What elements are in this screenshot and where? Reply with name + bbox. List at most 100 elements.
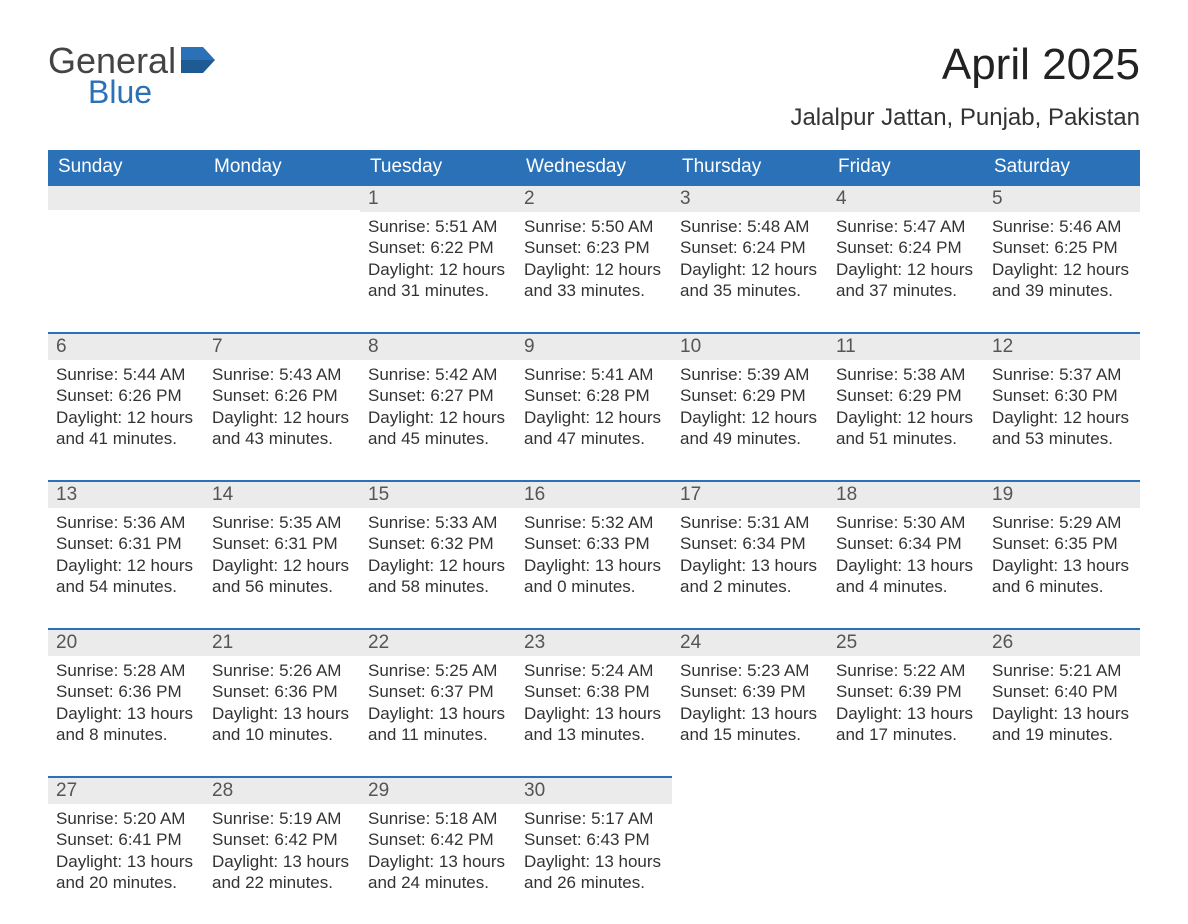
day-sr: Sunrise: 5:23 AM xyxy=(680,660,820,681)
day-details: Sunrise: 5:24 AMSunset: 6:38 PMDaylight:… xyxy=(516,656,672,745)
calendar-week: 6Sunrise: 5:44 AMSunset: 6:26 PMDaylight… xyxy=(48,332,1140,480)
day-d2: and 13 minutes. xyxy=(524,724,664,745)
day-d2: and 45 minutes. xyxy=(368,428,508,449)
day-number: 5 xyxy=(984,184,1140,212)
day-d1: Daylight: 13 hours xyxy=(368,851,508,872)
day-d2: and 11 minutes. xyxy=(368,724,508,745)
day-d1: Daylight: 12 hours xyxy=(212,407,352,428)
calendar-cell xyxy=(828,776,984,924)
day-number: 8 xyxy=(360,332,516,360)
calendar-cell: 1Sunrise: 5:51 AMSunset: 6:22 PMDaylight… xyxy=(360,184,516,332)
day-details: Sunrise: 5:23 AMSunset: 6:39 PMDaylight:… xyxy=(672,656,828,745)
day-details: Sunrise: 5:28 AMSunset: 6:36 PMDaylight:… xyxy=(48,656,204,745)
month-title: April 2025 xyxy=(790,40,1140,90)
day-ss: Sunset: 6:31 PM xyxy=(56,533,196,554)
day-d1: Daylight: 12 hours xyxy=(368,407,508,428)
day-number: 2 xyxy=(516,184,672,212)
calendar-cell xyxy=(672,776,828,924)
day-sr: Sunrise: 5:26 AM xyxy=(212,660,352,681)
calendar-cell xyxy=(48,184,204,332)
day-details: Sunrise: 5:20 AMSunset: 6:41 PMDaylight:… xyxy=(48,804,204,893)
calendar-cell: 7Sunrise: 5:43 AMSunset: 6:26 PMDaylight… xyxy=(204,332,360,480)
day-sr: Sunrise: 5:48 AM xyxy=(680,216,820,237)
day-sr: Sunrise: 5:47 AM xyxy=(836,216,976,237)
day-sr: Sunrise: 5:35 AM xyxy=(212,512,352,533)
day-d2: and 37 minutes. xyxy=(836,280,976,301)
day-sr: Sunrise: 5:50 AM xyxy=(524,216,664,237)
day-d1: Daylight: 13 hours xyxy=(56,703,196,724)
day-number: 21 xyxy=(204,628,360,656)
day-sr: Sunrise: 5:17 AM xyxy=(524,808,664,829)
day-ss: Sunset: 6:29 PM xyxy=(680,385,820,406)
day-d1: Daylight: 13 hours xyxy=(524,851,664,872)
day-number: 16 xyxy=(516,480,672,508)
weekday-header: Sunday xyxy=(48,150,204,184)
calendar-cell xyxy=(204,184,360,332)
day-sr: Sunrise: 5:31 AM xyxy=(680,512,820,533)
day-sr: Sunrise: 5:29 AM xyxy=(992,512,1132,533)
calendar-cell: 12Sunrise: 5:37 AMSunset: 6:30 PMDayligh… xyxy=(984,332,1140,480)
day-ss: Sunset: 6:25 PM xyxy=(992,237,1132,258)
day-d1: Daylight: 12 hours xyxy=(56,407,196,428)
day-number: 22 xyxy=(360,628,516,656)
calendar-cell: 20Sunrise: 5:28 AMSunset: 6:36 PMDayligh… xyxy=(48,628,204,776)
brand-logo: General Blue xyxy=(48,40,215,111)
day-number: 17 xyxy=(672,480,828,508)
day-sr: Sunrise: 5:42 AM xyxy=(368,364,508,385)
day-details: Sunrise: 5:51 AMSunset: 6:22 PMDaylight:… xyxy=(360,212,516,301)
day-details: Sunrise: 5:35 AMSunset: 6:31 PMDaylight:… xyxy=(204,508,360,597)
calendar-cell: 6Sunrise: 5:44 AMSunset: 6:26 PMDaylight… xyxy=(48,332,204,480)
day-sr: Sunrise: 5:51 AM xyxy=(368,216,508,237)
day-ss: Sunset: 6:27 PM xyxy=(368,385,508,406)
day-details: Sunrise: 5:42 AMSunset: 6:27 PMDaylight:… xyxy=(360,360,516,449)
day-details: Sunrise: 5:31 AMSunset: 6:34 PMDaylight:… xyxy=(672,508,828,597)
day-details: Sunrise: 5:25 AMSunset: 6:37 PMDaylight:… xyxy=(360,656,516,745)
day-number: 6 xyxy=(48,332,204,360)
day-sr: Sunrise: 5:21 AM xyxy=(992,660,1132,681)
day-ss: Sunset: 6:39 PM xyxy=(836,681,976,702)
day-number: 27 xyxy=(48,776,204,804)
day-number: 15 xyxy=(360,480,516,508)
day-ss: Sunset: 6:26 PM xyxy=(212,385,352,406)
day-d1: Daylight: 12 hours xyxy=(368,259,508,280)
day-d2: and 20 minutes. xyxy=(56,872,196,893)
day-number: 11 xyxy=(828,332,984,360)
day-number: 7 xyxy=(204,332,360,360)
day-number: 10 xyxy=(672,332,828,360)
day-d2: and 39 minutes. xyxy=(992,280,1132,301)
day-d2: and 47 minutes. xyxy=(524,428,664,449)
calendar-cell: 16Sunrise: 5:32 AMSunset: 6:33 PMDayligh… xyxy=(516,480,672,628)
day-d2: and 26 minutes. xyxy=(524,872,664,893)
day-ss: Sunset: 6:39 PM xyxy=(680,681,820,702)
day-d1: Daylight: 13 hours xyxy=(212,851,352,872)
calendar-cell: 27Sunrise: 5:20 AMSunset: 6:41 PMDayligh… xyxy=(48,776,204,924)
day-sr: Sunrise: 5:46 AM xyxy=(992,216,1132,237)
day-details: Sunrise: 5:37 AMSunset: 6:30 PMDaylight:… xyxy=(984,360,1140,449)
day-ss: Sunset: 6:36 PM xyxy=(56,681,196,702)
day-details: Sunrise: 5:43 AMSunset: 6:26 PMDaylight:… xyxy=(204,360,360,449)
day-ss: Sunset: 6:37 PM xyxy=(368,681,508,702)
day-d1: Daylight: 12 hours xyxy=(212,555,352,576)
day-number: 23 xyxy=(516,628,672,656)
title-block: April 2025 Jalalpur Jattan, Punjab, Paki… xyxy=(790,40,1140,132)
day-d2: and 33 minutes. xyxy=(524,280,664,301)
day-ss: Sunset: 6:35 PM xyxy=(992,533,1132,554)
day-d2: and 8 minutes. xyxy=(56,724,196,745)
day-sr: Sunrise: 5:22 AM xyxy=(836,660,976,681)
day-d1: Daylight: 13 hours xyxy=(992,555,1132,576)
weekday-header: Thursday xyxy=(672,150,828,184)
day-d2: and 35 minutes. xyxy=(680,280,820,301)
calendar-cell: 19Sunrise: 5:29 AMSunset: 6:35 PMDayligh… xyxy=(984,480,1140,628)
day-sr: Sunrise: 5:38 AM xyxy=(836,364,976,385)
calendar-cell: 8Sunrise: 5:42 AMSunset: 6:27 PMDaylight… xyxy=(360,332,516,480)
calendar-week: 1Sunrise: 5:51 AMSunset: 6:22 PMDaylight… xyxy=(48,184,1140,332)
day-ss: Sunset: 6:42 PM xyxy=(368,829,508,850)
day-sr: Sunrise: 5:18 AM xyxy=(368,808,508,829)
day-d2: and 4 minutes. xyxy=(836,576,976,597)
day-sr: Sunrise: 5:44 AM xyxy=(56,364,196,385)
calendar-body: 1Sunrise: 5:51 AMSunset: 6:22 PMDaylight… xyxy=(48,184,1140,924)
calendar-cell: 28Sunrise: 5:19 AMSunset: 6:42 PMDayligh… xyxy=(204,776,360,924)
calendar-cell: 2Sunrise: 5:50 AMSunset: 6:23 PMDaylight… xyxy=(516,184,672,332)
calendar-cell: 29Sunrise: 5:18 AMSunset: 6:42 PMDayligh… xyxy=(360,776,516,924)
day-d1: Daylight: 13 hours xyxy=(212,703,352,724)
